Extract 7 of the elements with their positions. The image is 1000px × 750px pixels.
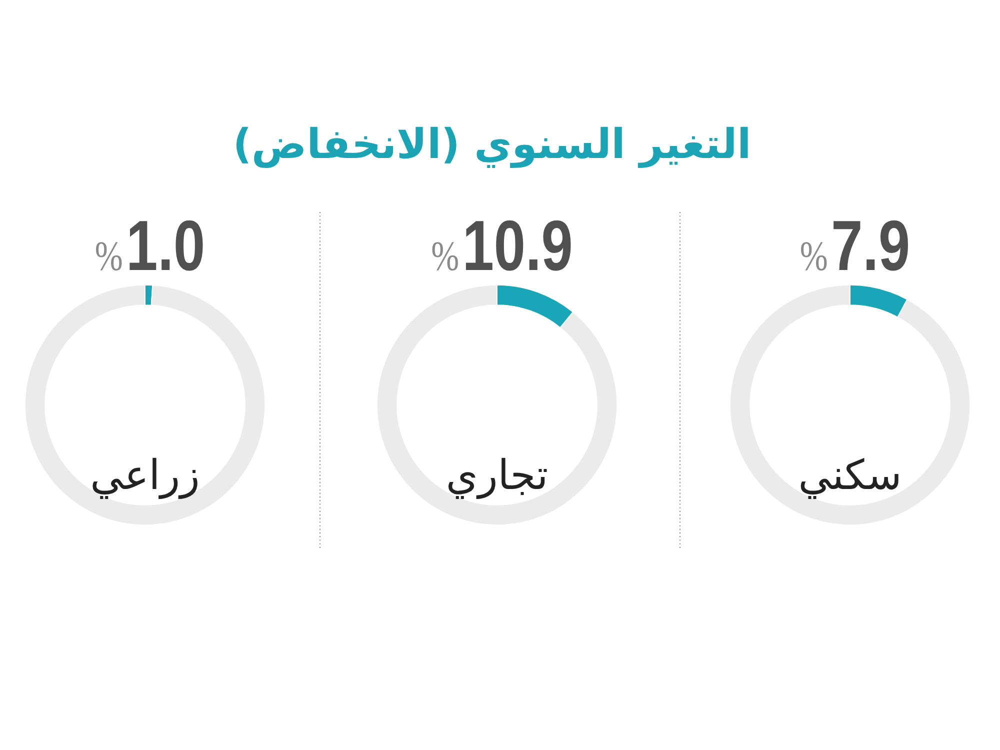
title: تجاري (446, 451, 548, 499)
title: سكني (798, 451, 902, 499)
title: زراعي (90, 451, 200, 499)
data-label: %1.0 (94, 206, 206, 286)
title: التغير السنوي (الانخفاض) (232, 120, 752, 168)
data-label: %10.9 (431, 206, 573, 286)
data-label: %7.9 (800, 206, 910, 286)
